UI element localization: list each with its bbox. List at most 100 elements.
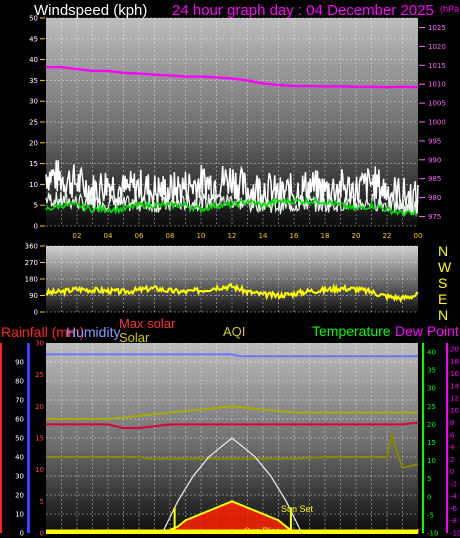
compass-w: W bbox=[438, 259, 452, 275]
direction-panel-grid bbox=[46, 245, 418, 313]
humidity-tick-label: 80 bbox=[15, 378, 24, 386]
y-tick-label: 90 bbox=[29, 292, 38, 300]
y-tick-label: 40 bbox=[29, 56, 38, 64]
y-tick-label: 0 bbox=[34, 223, 38, 231]
temp-tick-label: 10 bbox=[427, 457, 436, 465]
temp-tick-label: 30 bbox=[427, 385, 436, 393]
pressure-tick-label: 1010 bbox=[428, 81, 446, 89]
humidity-tick-label: 0 bbox=[20, 530, 24, 538]
compass-n-bottom: N bbox=[438, 307, 448, 323]
compass-e: E bbox=[438, 291, 447, 307]
wind-panel-series bbox=[45, 65, 419, 218]
x-tick-label: 22 bbox=[383, 232, 392, 240]
y-tick-label: 25 bbox=[29, 119, 38, 127]
dew-tick-label: 0 bbox=[450, 468, 454, 476]
x-tick-label: 06 bbox=[135, 232, 144, 240]
rain-tick-label: 0 bbox=[40, 530, 44, 538]
wind-avg-line bbox=[45, 196, 418, 218]
rain-axis-bar bbox=[0, 343, 2, 533]
y-tick-label: 0 bbox=[34, 309, 38, 317]
pressure-line bbox=[46, 65, 419, 89]
humidity-label: Humidity bbox=[66, 324, 120, 340]
wind-panel-ticks: 0510152025303540455097598098599099510001… bbox=[29, 15, 446, 241]
x-tick-label: 18 bbox=[321, 232, 330, 240]
pressure-tick-label: 1025 bbox=[428, 24, 446, 32]
x-tick-label: 12 bbox=[228, 232, 237, 240]
dewpoint-line bbox=[46, 431, 419, 470]
dew-tick-label: 4 bbox=[450, 444, 455, 452]
temp-tick-label: 0 bbox=[427, 493, 431, 501]
dew-tick-label: 16 bbox=[450, 370, 459, 378]
rain-tick-label: 15 bbox=[35, 435, 44, 443]
pressure-tick-label: 1005 bbox=[428, 100, 446, 108]
pressure-tick-label: 995 bbox=[428, 137, 441, 145]
graph-title: 24 hour graph day : 04 December 2025 bbox=[172, 2, 434, 19]
humidity-tick-label: 20 bbox=[15, 492, 24, 500]
dew-tick-label: 8 bbox=[450, 419, 454, 427]
pressure-tick-label: 1015 bbox=[428, 62, 446, 70]
dewpoint-label: Dew Point bbox=[395, 323, 459, 339]
pressure-tick-label: 1000 bbox=[428, 119, 446, 127]
pressure-tick-label: 990 bbox=[428, 156, 441, 164]
temperature-label: Temperature bbox=[312, 323, 391, 339]
dew-tick-label: 2 bbox=[450, 456, 454, 464]
dew-tick-label: 18 bbox=[450, 358, 459, 366]
temp-tick-label: 20 bbox=[427, 421, 436, 429]
y-tick-label: 45 bbox=[29, 35, 38, 43]
y-tick-label: 35 bbox=[29, 77, 38, 85]
humidity-tick-label: 60 bbox=[15, 416, 24, 424]
dew-tick-label: -4 bbox=[450, 493, 458, 501]
dew-tick-label: -6 bbox=[450, 505, 458, 513]
x-tick-label: 20 bbox=[352, 232, 361, 240]
compass-labels: N W S E N bbox=[438, 243, 452, 323]
y-tick-label: 360 bbox=[25, 243, 38, 251]
y-tick-label: 180 bbox=[25, 276, 38, 284]
temp-tick-label: 15 bbox=[427, 439, 436, 447]
direction-line bbox=[45, 282, 419, 304]
rain-tick-label: 20 bbox=[35, 403, 44, 411]
wind-gust-line bbox=[45, 191, 419, 216]
x-tick-label: 16 bbox=[290, 232, 299, 240]
temp-tick-label: 35 bbox=[427, 367, 436, 375]
compass-n-top: N bbox=[438, 243, 448, 259]
wind-speed-line bbox=[45, 160, 419, 216]
x-tick-label: 04 bbox=[104, 232, 113, 240]
rain-tick-label: 30 bbox=[35, 340, 44, 348]
y-tick-label: 15 bbox=[29, 160, 38, 168]
rain-temp-panel-ticks: 0102030405060708090051015202530-10-50510… bbox=[15, 340, 460, 538]
humidity-tick-label: 40 bbox=[15, 454, 24, 462]
y-tick-label: 20 bbox=[29, 139, 38, 147]
pressure-tick-label: 975 bbox=[428, 213, 441, 221]
x-tick-label: 08 bbox=[166, 232, 175, 240]
dew-axis-bar bbox=[446, 343, 448, 533]
pressure-tick-label: 985 bbox=[428, 175, 441, 183]
dew-tick-label: 14 bbox=[450, 382, 459, 390]
y-tick-label: 270 bbox=[25, 259, 38, 267]
temp-tick-label: 40 bbox=[427, 349, 436, 357]
humidity-tick-label: 90 bbox=[15, 359, 24, 367]
sun-rise-label: Sun Rise bbox=[244, 526, 281, 536]
temperature-line bbox=[46, 421, 419, 430]
x-tick-label: 14 bbox=[259, 232, 268, 240]
y-tick-label: 30 bbox=[29, 98, 38, 106]
humidity-tick-label: 70 bbox=[15, 397, 24, 405]
humidity-tick-label: 50 bbox=[15, 435, 24, 443]
temp-tick-label: 25 bbox=[427, 403, 436, 411]
compass-s: S bbox=[438, 275, 447, 291]
temp-tick-label: -5 bbox=[427, 511, 434, 519]
direction-panel-ticks: 0 90 180 270 360 bbox=[25, 243, 45, 317]
pressure-tick-label: 1020 bbox=[428, 43, 446, 51]
pressure-tick-label: 980 bbox=[428, 194, 441, 202]
direction-panel-series bbox=[45, 282, 419, 304]
max-solar-label: Max solar bbox=[119, 316, 176, 331]
rain-temp-panel-series bbox=[46, 353, 419, 534]
y-tick-label: 5 bbox=[34, 202, 38, 210]
dew-tick-label: 12 bbox=[450, 395, 459, 403]
rain-tick-label: 25 bbox=[35, 371, 44, 379]
dew-tick-label: -2 bbox=[450, 480, 457, 488]
rain-tick-label: 10 bbox=[35, 466, 44, 474]
humidity-line bbox=[46, 353, 418, 358]
max-solar-curve bbox=[161, 437, 303, 534]
x-tick-label: 10 bbox=[197, 232, 206, 240]
